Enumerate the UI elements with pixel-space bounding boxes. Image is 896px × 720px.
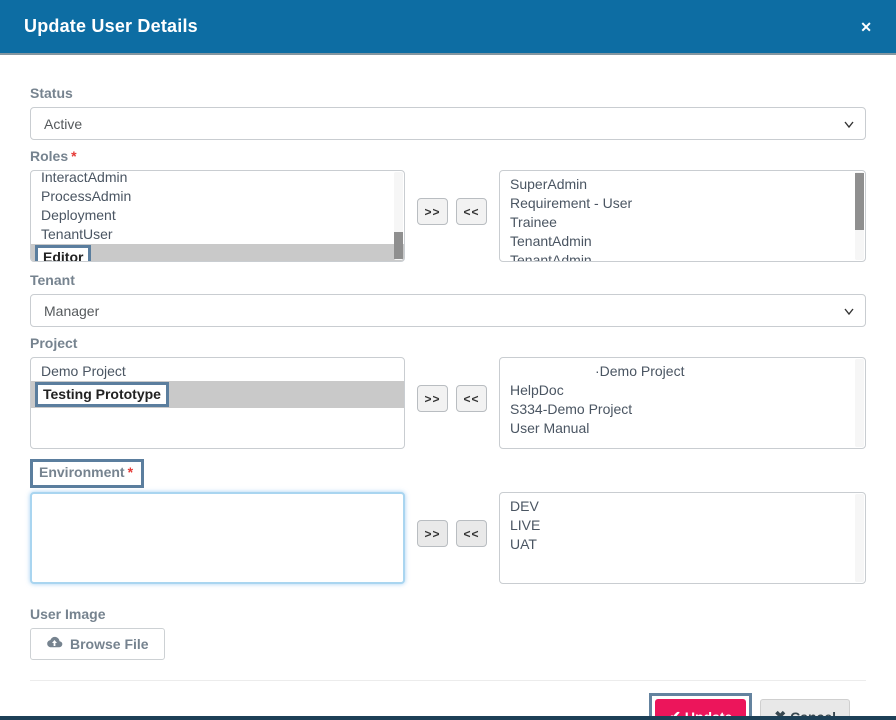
scrollbar[interactable] [394,172,403,260]
list-item[interactable]: TenantAdmin [510,233,592,249]
tenant-label: Tenant [30,272,75,288]
chevron-down-icon [843,117,855,134]
list-item[interactable]: Trainee [510,214,557,230]
browse-file-button[interactable]: Browse File [30,628,165,660]
environment-available-list[interactable] [30,492,405,584]
project-dual-list: Demo Project Testing Prototype >> << ·De… [30,357,866,449]
roles-transfer-buttons: >> << [405,198,499,225]
list-item[interactable]: UAT [510,536,537,552]
environment-label-annotation: Environment * [30,459,145,488]
close-x-icon: ✖ [774,708,787,720]
list-item[interactable]: InteractAdmin [41,170,128,185]
move-right-button[interactable]: >> [417,520,448,547]
list-item[interactable]: SuperAdmin [510,176,588,192]
page-bottom-edge [0,716,896,720]
list-item[interactable]: TenantAdmin [510,252,592,262]
status-select[interactable]: Active [30,107,866,140]
environment-assigned-list[interactable]: DEV LIVE UAT [499,492,866,584]
list-item[interactable]: ·Demo Project [595,363,685,379]
move-left-button[interactable]: << [456,520,487,547]
modal-body: Status Active Roles * InteractAdmin Proce… [0,55,896,720]
list-item[interactable]: Deployment [41,207,116,223]
list-item[interactable]: ProcessAdmin [41,188,132,204]
user-image-label: User Image [30,606,106,622]
cancel-button[interactable]: ✖ Cancel [760,699,850,720]
scrollbar[interactable] [855,172,864,260]
scrollbar[interactable] [855,359,864,447]
list-item[interactable]: LIVE [510,517,541,533]
project-transfer-buttons: >> << [405,385,499,412]
close-icon[interactable]: ✕ [860,18,872,35]
tenant-select-value: Manager [44,302,100,319]
environment-dual-list: >> << DEV LIVE UAT [30,492,866,584]
move-right-button[interactable]: >> [417,198,448,225]
move-left-button[interactable]: << [456,385,487,412]
project-available-list[interactable]: Demo Project Testing Prototype [30,357,405,449]
upload-cloud-icon [46,636,63,652]
list-item[interactable]: TenantUser [41,226,113,242]
list-item[interactable]: User Manual [510,420,590,436]
list-item-selected[interactable]: Testing Prototype [31,381,404,408]
list-item[interactable]: HelpDoc [510,382,564,398]
move-left-button[interactable]: << [456,198,487,225]
list-item[interactable]: DEV [510,498,539,514]
modal-footer: ✔ Update ✖ Cancel [30,680,866,720]
environment-transfer-buttons: >> << [405,520,499,547]
required-asterisk: * [71,148,77,164]
status-label: Status [30,85,73,101]
update-button[interactable]: ✔ Update [655,699,747,720]
project-assigned-list[interactable]: ·Demo Project HelpDoc S334-Demo Project … [499,357,866,449]
status-select-value: Active [44,115,83,132]
environment-label: Environment * [39,464,134,480]
list-item[interactable]: S334-Demo Project [510,401,633,417]
update-button-annotation: ✔ Update [649,693,753,720]
list-item[interactable]: Requirement - User [510,195,633,211]
roles-label: Roles * [30,148,77,164]
project-label: Project [30,335,78,351]
roles-dual-list: InteractAdmin ProcessAdmin Deployment Te… [30,170,866,262]
move-right-button[interactable]: >> [417,385,448,412]
roles-available-list[interactable]: InteractAdmin ProcessAdmin Deployment Te… [30,170,405,262]
scrollbar[interactable] [855,494,864,582]
check-icon: ✔ [669,708,681,720]
list-item-selected[interactable]: Editor [31,244,404,261]
page-title: Update User Details [24,16,198,36]
modal-header: Update User Details ✕ [0,0,896,55]
roles-assigned-list[interactable]: SuperAdmin Requirement - User Trainee Te… [499,170,866,262]
chevron-down-icon [843,304,855,321]
tenant-select[interactable]: Manager [30,294,866,327]
required-asterisk: * [127,464,134,480]
list-item[interactable]: Demo Project [41,363,126,379]
